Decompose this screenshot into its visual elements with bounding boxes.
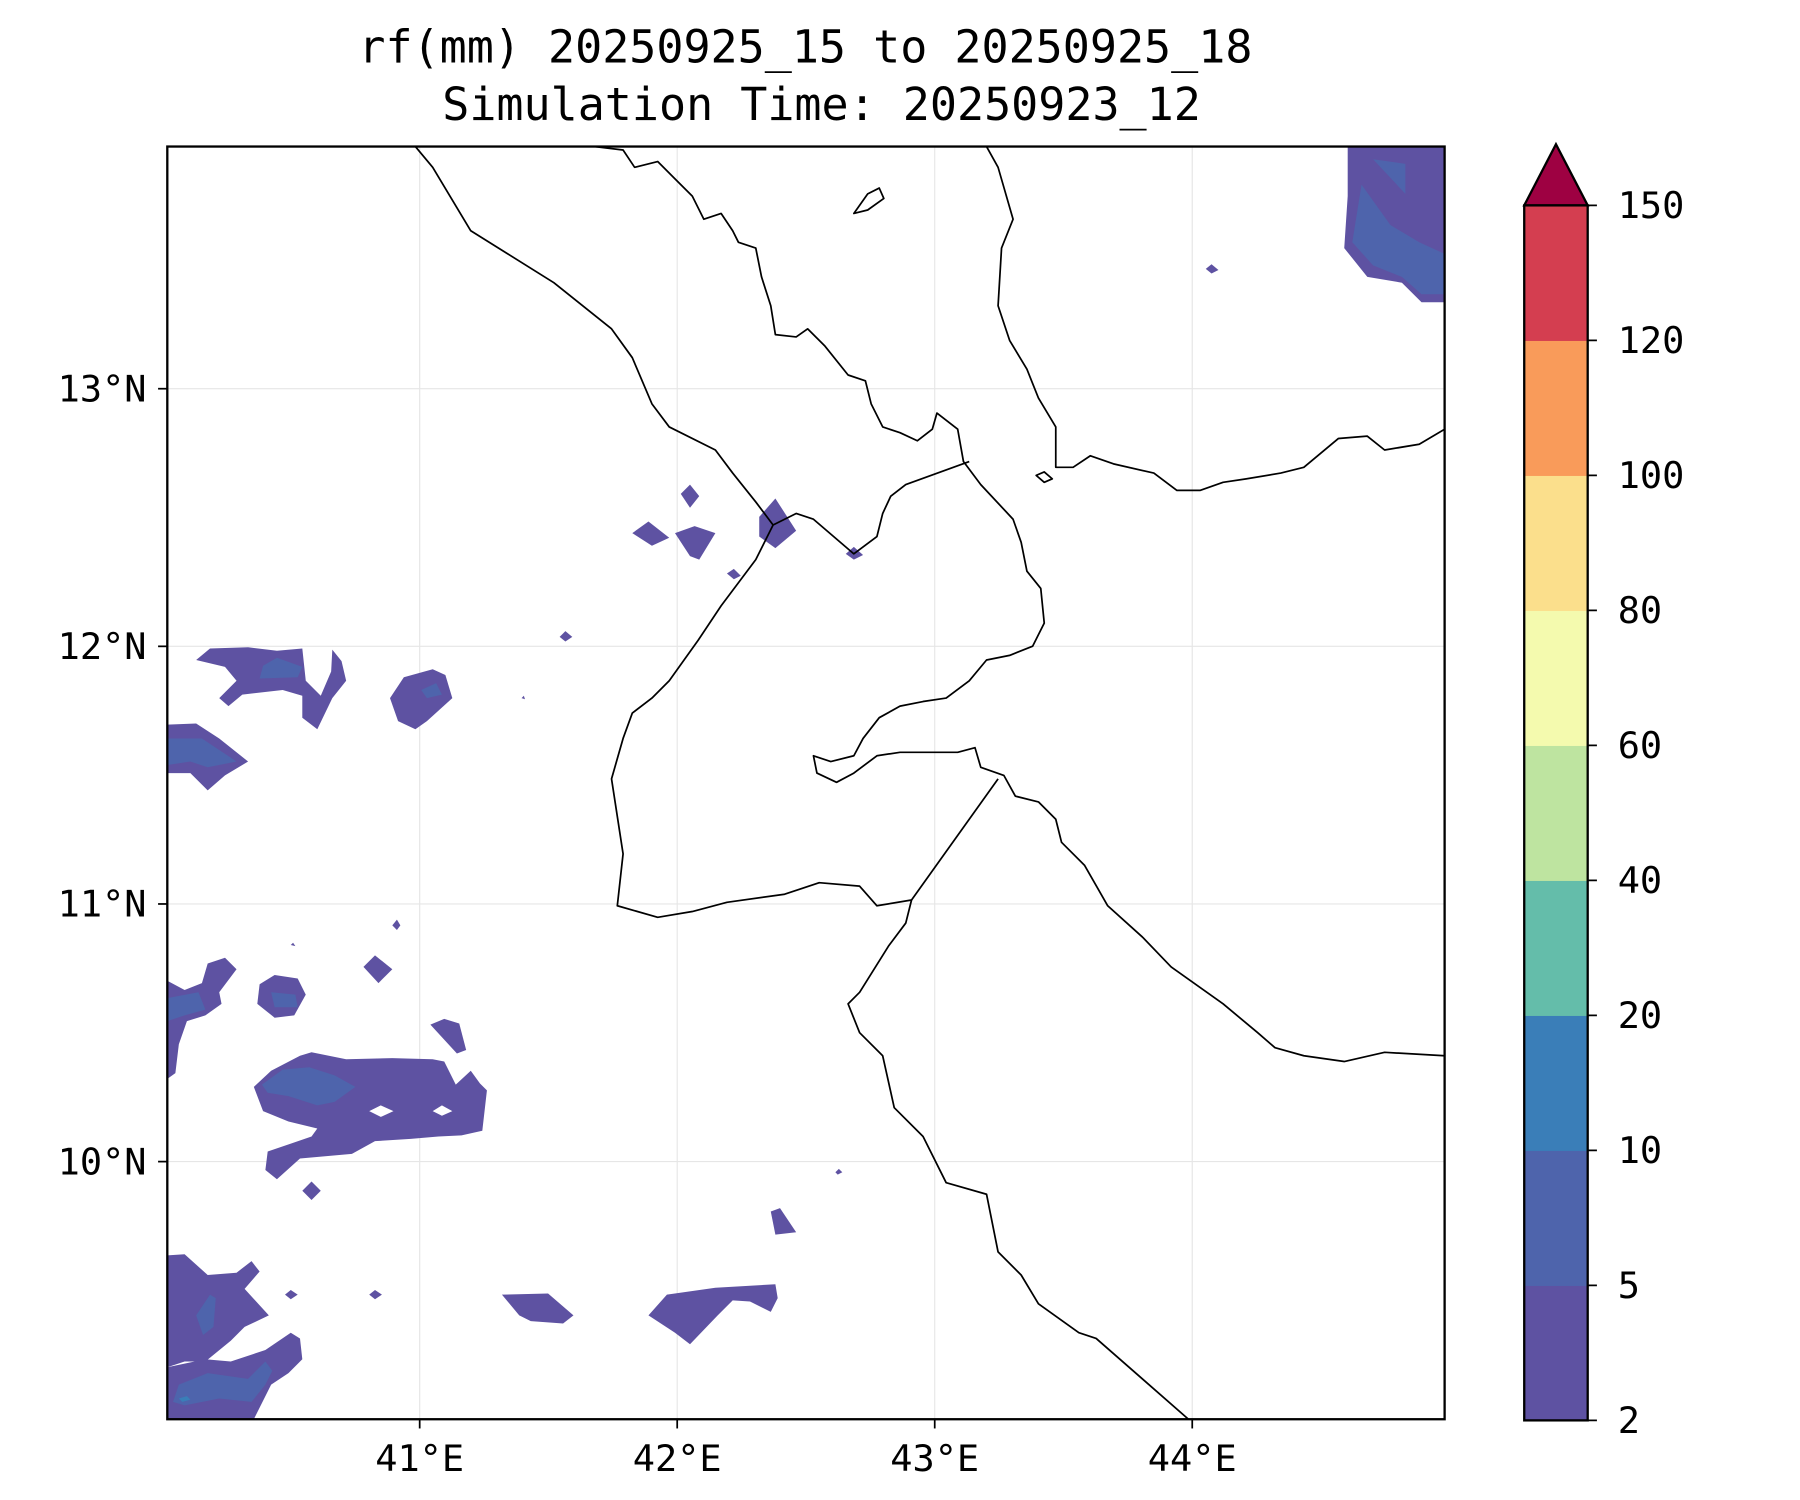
x-tick-label: 41°E	[375, 1437, 464, 1480]
rain-area-2-5	[675, 526, 716, 560]
island	[852, 187, 885, 215]
rain-area-2-5	[392, 919, 401, 930]
rain-area-5-10	[421, 683, 442, 699]
chart-subtitle: Simulation Time: 20250923_12	[442, 78, 1201, 131]
rain-area-2-5	[501, 1293, 574, 1324]
rain-area-5-10	[271, 992, 298, 1008]
rainfall-contours	[167, 146, 1445, 1420]
x-tick-label: 44°E	[1148, 1437, 1237, 1480]
rain-area-2-5	[167, 957, 237, 1079]
colorbar-bin	[1524, 340, 1588, 476]
island	[1035, 471, 1054, 484]
colorbar-tick-label: 120	[1618, 319, 1685, 362]
colorbar-bin	[1524, 205, 1588, 341]
colorbar-extend-arrow	[1522, 141, 1590, 207]
y-tick-label: 10°N	[58, 1140, 147, 1183]
x-tick-label: 42°E	[633, 1437, 722, 1480]
rain-area-2-5	[432, 1105, 453, 1116]
rain-area-5-10	[1352, 184, 1445, 295]
axis-ticks: 41°E 42°E 43°E 44°E 13°N 12°N 11°N 10°N	[58, 367, 1237, 1480]
colorbar-bin	[1524, 880, 1588, 1016]
rain-area-5-10	[259, 657, 303, 679]
x-tick-label: 43°E	[890, 1437, 979, 1480]
colorbar-tick-label: 20	[1618, 994, 1662, 1037]
rain-area-5-10	[173, 1361, 273, 1406]
rain-area-2-5	[285, 1290, 298, 1300]
colorbar-tick-label: 40	[1618, 859, 1662, 902]
y-tick-label: 12°N	[58, 625, 147, 668]
red-sea-coastline	[594, 146, 1445, 1063]
colorbar-tick-label: 150	[1618, 184, 1685, 227]
rain-area-10-20	[178, 1396, 191, 1402]
colorbar-frame	[1523, 204, 1589, 1422]
colorbar-bin	[1524, 745, 1588, 881]
map-area: 41°E 42°E 43°E 44°E 13°N 12°N 11°N 10°N	[58, 145, 1446, 1480]
colorbar-bin	[1524, 1285, 1588, 1421]
yemen-coastline	[985, 146, 1445, 492]
rain-area-2-5	[167, 1254, 269, 1368]
colorbar-tick-label: 60	[1618, 724, 1662, 767]
rain-area-2-5	[726, 568, 741, 580]
rain-area-2-5	[430, 1018, 467, 1054]
rain-area-2-5	[302, 1181, 321, 1200]
rain-area-2-5	[1205, 264, 1219, 274]
djibouti-ethiopia-border	[610, 524, 999, 919]
map-frame	[166, 145, 1446, 1421]
rain-area-5-10	[261, 1067, 356, 1106]
rain-area-2-5	[632, 521, 670, 546]
rain-area-5-10	[167, 738, 237, 768]
rain-area-2-5	[835, 1168, 843, 1175]
y-tick-label: 13°N	[58, 367, 147, 410]
colorbar-tick-label: 5	[1618, 1264, 1640, 1307]
eritrea-djibouti-coast	[772, 460, 970, 555]
rain-area-5-10	[167, 992, 206, 1022]
rain-area-2-5	[196, 647, 347, 730]
rain-area-2-5	[363, 955, 393, 984]
ethiopia-somalia-border	[847, 899, 1190, 1420]
gridlines	[167, 146, 1445, 1420]
eritrea-ethiopia-border	[414, 146, 774, 526]
y-tick-label: 11°N	[58, 883, 147, 926]
rain-area-5-10	[196, 1294, 216, 1335]
colorbar-bin	[1524, 1150, 1588, 1286]
rain-area-2-5	[559, 631, 573, 642]
colorbar-tick-label: 10	[1618, 1129, 1662, 1172]
colorbar-tick-label: 2	[1618, 1399, 1640, 1442]
colorbar: 2 5 10 20 40 60 80 100 120 150	[1522, 141, 1685, 1442]
colorbar-bin	[1524, 1015, 1588, 1151]
rain-area-2-5	[369, 1105, 394, 1117]
colorbar-tick-label: 100	[1618, 454, 1685, 497]
chart-title: rf(mm) 20250925_15 to 20250925_18	[358, 20, 1252, 73]
rain-area-2-5	[369, 1290, 382, 1300]
colorbar-bin	[1524, 475, 1588, 611]
rain-area-2-5	[648, 1284, 778, 1345]
colorbar-tick-label: 80	[1618, 589, 1662, 632]
coastlines-and-borders	[414, 146, 1445, 1420]
colorbar-bin	[1524, 610, 1588, 746]
rain-area-2-5	[770, 1208, 797, 1235]
